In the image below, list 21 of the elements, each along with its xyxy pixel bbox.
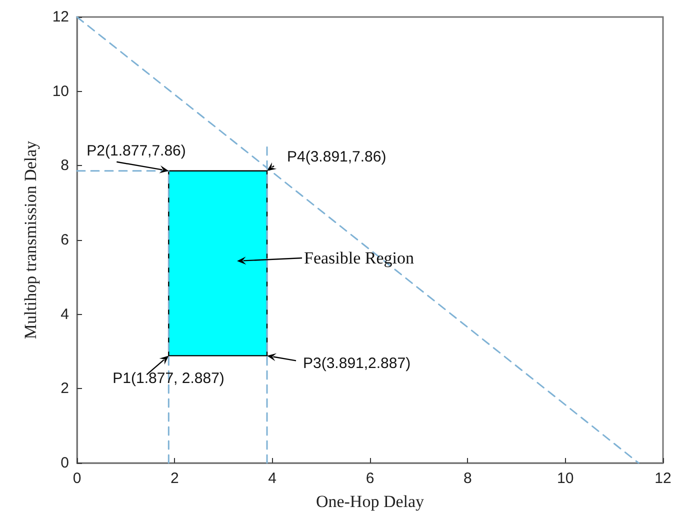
x-tick-label: 10 [556,470,574,487]
y-tick-label: 12 [52,8,69,26]
x-axis-title: One-Hop Delay [316,492,425,511]
annotation: P2(1.877,7.86) [86,142,186,160]
y-axis-title: Multihop transmission Delay [21,140,40,340]
x-tick-label: 8 [463,470,472,487]
y-tick-label: 6 [60,232,69,248]
annotation: P1(1.877, 2.887) [112,370,224,388]
x-tick-label: 2 [170,470,179,487]
x-tick-label: 4 [268,470,277,487]
y-tick-label: 4 [60,306,69,323]
y-tick-label: 0 [60,454,69,472]
annotation: Feasible Region [304,248,415,268]
x-tick-label: 6 [366,470,374,487]
y-tick-label: 8 [60,157,69,174]
y-tick-label: 10 [52,82,69,100]
annotation: P4(3.891,7.86) [287,148,386,166]
y-tick-label: 2 [60,380,69,398]
x-tick-label: 12 [654,470,672,487]
annotation: P3(3.891,2.887) [303,355,411,372]
x-tick-label: 0 [72,470,82,487]
